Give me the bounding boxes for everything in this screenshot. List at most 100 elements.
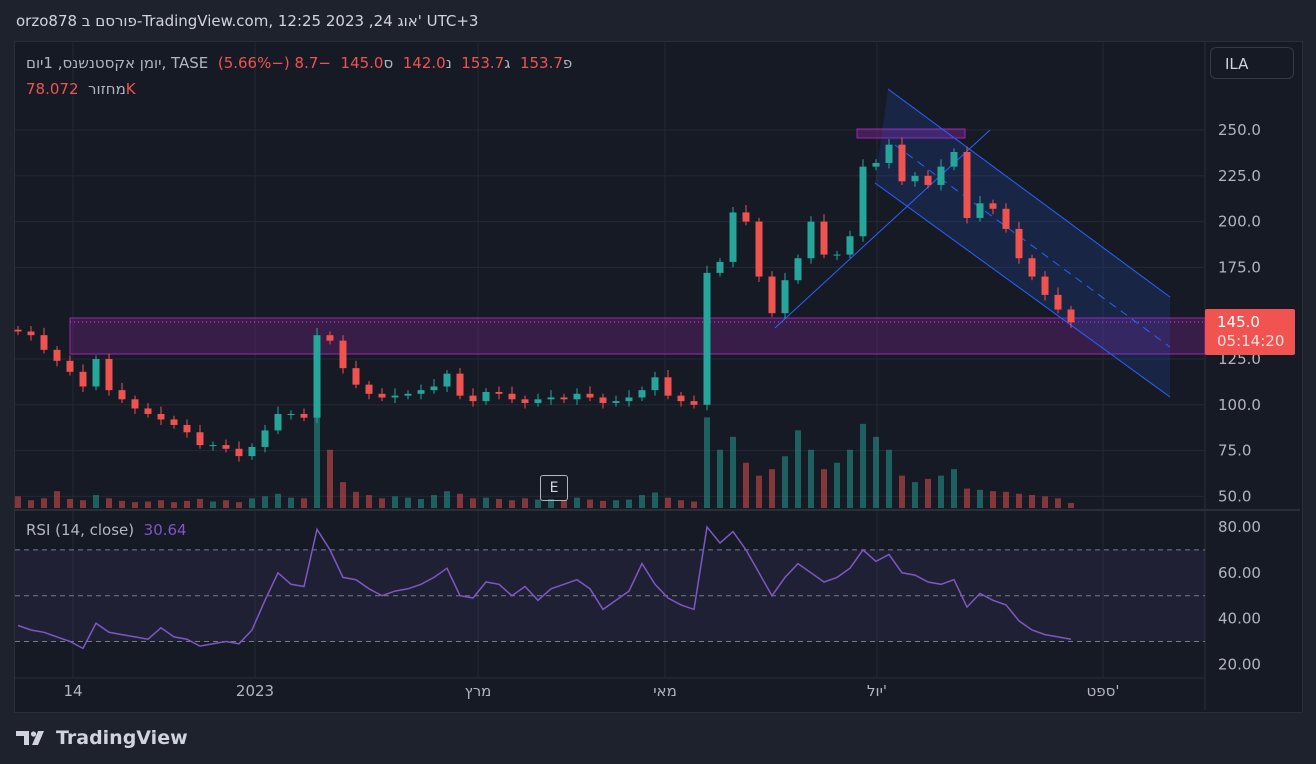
volume-bar (561, 500, 567, 508)
candle-body (1002, 208, 1010, 229)
volume-bar (80, 500, 86, 508)
candle-body (1028, 258, 1036, 277)
volume-bar (808, 449, 814, 508)
volume-bar (782, 456, 788, 508)
volume-bar (405, 497, 411, 508)
volume-bar (1042, 496, 1048, 508)
volume-bar (223, 500, 229, 508)
volume-bar (353, 491, 359, 508)
candle-body (456, 373, 464, 396)
volume-bar (301, 498, 307, 508)
close-value: 145.0 (340, 54, 384, 72)
volume-bar (925, 478, 931, 508)
candle-body (79, 371, 87, 387)
volume-bar (288, 497, 294, 508)
candle-body (183, 424, 191, 433)
volume-bar (951, 469, 957, 508)
candle-body (820, 221, 828, 255)
candle-body (1015, 228, 1023, 259)
volume-bar (691, 501, 697, 508)
volume-bar (626, 499, 632, 508)
volume-bar (444, 491, 450, 508)
volume-bar (236, 502, 242, 508)
volume-bar (509, 500, 515, 508)
volume-bar (314, 398, 320, 508)
rsi-legend: RSI (14, close) 30.64 (26, 521, 187, 539)
candle-body (768, 276, 776, 314)
channel-upper-line (887, 88, 1171, 298)
bar-countdown: 05:14:20 (1217, 332, 1285, 350)
volume-bar (28, 500, 34, 508)
time-tick-label: מרץ (465, 682, 492, 700)
volume-bar (548, 498, 554, 508)
candle-body (391, 395, 399, 398)
close-label: ס (383, 54, 394, 72)
volume-bar (704, 417, 710, 508)
rsi-tick-label: 20.00 (1218, 655, 1261, 673)
candle-body (703, 272, 711, 405)
candle-body (1067, 309, 1075, 323)
candle-body (27, 331, 35, 336)
candle-body (547, 397, 555, 400)
volume-value: 78.072K (26, 80, 136, 98)
candle-body (14, 329, 22, 332)
tradingview-logo[interactable]: TradingView (16, 727, 188, 749)
candle-body (625, 397, 633, 402)
price-tick-label: 250.0 (1218, 121, 1261, 139)
candle-body (859, 166, 867, 237)
earnings-badge[interactable]: E (540, 475, 568, 501)
volume-bar (977, 489, 983, 508)
volume-bar (496, 498, 502, 508)
volume-bar (886, 449, 892, 508)
candle-body (989, 203, 997, 209)
volume-bar (535, 499, 541, 508)
candle-body (274, 413, 282, 431)
volume-bar (912, 482, 918, 508)
candle-body (92, 359, 100, 387)
last-price: 145.0 (1217, 313, 1260, 331)
rsi-label[interactable]: RSI (14, close) (26, 521, 135, 539)
symbol-label[interactable]: יומן אקסטנשנס, 1יום, TASE (26, 54, 209, 72)
candle-body (248, 446, 256, 457)
volume-bar (587, 499, 593, 508)
candle-body (157, 413, 165, 420)
candle-body (235, 448, 243, 457)
chart-frame[interactable] (14, 41, 1303, 713)
candle-body (170, 419, 178, 425)
candle-body (53, 349, 61, 361)
rsi-tick-label: 60.00 (1218, 564, 1261, 582)
candle-body (209, 445, 217, 447)
brand-name: TradingView (56, 727, 188, 749)
candle-body (482, 391, 490, 402)
volume-bar (769, 469, 775, 508)
candle-body (352, 368, 360, 385)
volume-bar (392, 496, 398, 508)
candle-body (261, 430, 269, 447)
currency-button[interactable]: ILA (1210, 47, 1294, 79)
candle-body (742, 212, 750, 222)
last-price-tag: 145.0 05:14:20 (1205, 309, 1295, 355)
candle-body (430, 386, 438, 391)
volume-bar (197, 498, 203, 508)
price-tick-label: 200.0 (1218, 213, 1261, 231)
candle-body (872, 162, 880, 167)
volume-bar (639, 495, 645, 508)
candle-body (638, 390, 646, 398)
volume-bar (106, 498, 112, 508)
volume-bar (574, 497, 580, 508)
volume-bar (470, 498, 476, 508)
rsi-tick-label: 80.00 (1218, 518, 1261, 536)
volume-bar (327, 449, 333, 508)
candle-body (664, 377, 672, 396)
price-tick-label: 100.0 (1218, 396, 1261, 414)
candle-body (573, 393, 581, 400)
candle-body (612, 401, 620, 403)
tradingview-logo-icon (16, 731, 44, 745)
volume-bar (600, 500, 606, 508)
volume-bar (990, 491, 996, 508)
volume-bar (132, 502, 138, 508)
candle-body (66, 360, 74, 372)
volume-bar (743, 462, 749, 508)
volume-bar (418, 498, 424, 508)
